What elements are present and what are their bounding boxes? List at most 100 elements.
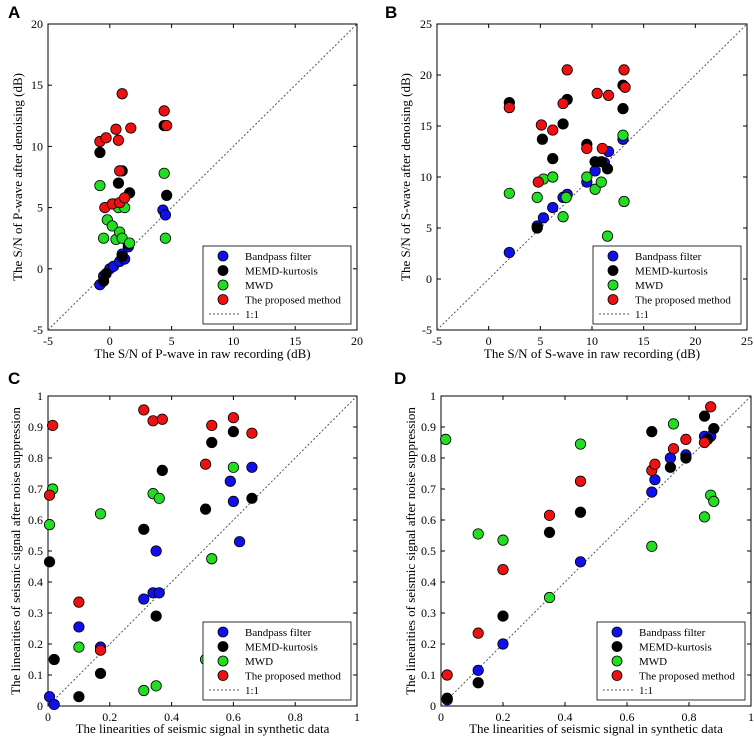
x-axis-label: The linearities of seismic signal in syn… — [469, 721, 723, 736]
legend-marker — [607, 294, 619, 305]
data-point — [589, 183, 601, 195]
data-point — [574, 506, 587, 518]
data-point — [246, 492, 258, 504]
data-point — [112, 177, 125, 189]
y-tick-label: 0.6 — [28, 513, 43, 527]
legend-marker — [217, 641, 229, 652]
data-point — [497, 638, 509, 650]
y-tick-label: 0 — [37, 699, 43, 713]
data-point — [497, 534, 509, 546]
data-point — [664, 452, 677, 464]
data-point — [227, 461, 239, 473]
panel-label-b: B — [385, 3, 397, 22]
y-tick-label: 0.1 — [421, 668, 436, 682]
data-point — [708, 495, 720, 507]
data-point — [708, 422, 720, 435]
x-tick-label: 1 — [354, 710, 360, 724]
data-point — [138, 404, 150, 416]
data-point — [48, 698, 60, 711]
y-tick-label: 10 — [31, 139, 43, 153]
data-point — [138, 593, 150, 605]
data-point — [503, 187, 515, 199]
data-point — [680, 452, 692, 464]
data-point — [595, 156, 607, 168]
x-tick-label: 15 — [638, 334, 650, 348]
data-point — [206, 553, 218, 565]
y-tick-label: 0.3 — [28, 606, 43, 620]
data-point — [110, 123, 122, 135]
data-point — [153, 492, 165, 504]
data-point — [531, 191, 543, 203]
data-point — [441, 669, 453, 681]
data-point — [156, 413, 168, 425]
data-point — [43, 489, 56, 501]
data-point — [100, 132, 112, 144]
legend: Bandpass filter MEMD-kurtosis MWD The propo… — [592, 245, 742, 325]
data-point — [667, 443, 680, 455]
legend-label: MWD — [639, 656, 667, 668]
y-tick-label: 0.9 — [28, 420, 43, 434]
legend-label: 1:1 — [635, 309, 649, 321]
y-tick-label: 0 — [37, 262, 43, 276]
x-tick-label: 0.6 — [620, 710, 635, 724]
data-point — [581, 142, 593, 155]
data-point — [441, 692, 453, 704]
data-point — [206, 436, 218, 449]
data-point — [73, 596, 85, 608]
y-tick-label: 15 — [31, 78, 43, 92]
data-point — [116, 250, 128, 263]
data-point — [224, 475, 236, 487]
data-point — [150, 680, 162, 692]
legend-marker — [217, 655, 229, 667]
data-point — [535, 119, 547, 131]
x-tick-label: 0.2 — [496, 710, 511, 724]
panel-label-c: C — [8, 369, 20, 388]
legend-label: MWD — [245, 280, 273, 292]
data-point — [47, 419, 59, 432]
legend-label: The proposed method — [639, 671, 735, 683]
y-tick-label: 1 — [37, 389, 43, 403]
data-point — [664, 461, 677, 473]
x-tick-label: 0.2 — [102, 710, 117, 724]
data-point — [150, 610, 162, 622]
data-point — [619, 81, 631, 93]
y-tick-label: 20 — [420, 68, 432, 82]
y-tick-label: 0.7 — [421, 482, 436, 496]
chart-panel-d: D 0 0.2 0.4 0.6 0.8 1 0 0.1 0.2 0.3 0.4 0.5 0.6 0.7 0.8… — [394, 369, 754, 736]
y-tick-label: 0.2 — [421, 637, 436, 651]
x-tick-label: 0 — [107, 334, 113, 348]
x-tick-label: 0 — [438, 710, 444, 724]
y-tick-label: 15 — [420, 119, 432, 133]
x-axis-label: The linearities of seismic signal in syn… — [76, 721, 330, 736]
data-point — [123, 237, 136, 249]
data-point — [698, 511, 711, 523]
data-point — [536, 133, 549, 145]
data-point — [199, 458, 212, 470]
data-point — [94, 644, 107, 656]
data-point — [617, 103, 629, 115]
y-tick-label: 0.5 — [421, 544, 436, 558]
series-the-proposed-method — [441, 401, 717, 681]
legend-marker — [217, 279, 229, 291]
legend: Bandpass filter MEMD-kurtosis MWD The propo… — [596, 621, 746, 701]
legend-label: 1:1 — [245, 685, 259, 697]
x-tick-label: 5 — [537, 334, 543, 348]
x-tick-label: 0.8 — [682, 710, 697, 724]
legend-marker — [611, 626, 623, 638]
y-tick-label: 0 — [430, 699, 436, 713]
data-point — [106, 220, 118, 232]
legend-label: Bandpass filter — [635, 251, 702, 263]
x-tick-label: 0 — [45, 710, 51, 724]
legend: Bandpass filter MEMD-kurtosis MWD The propo… — [202, 245, 352, 325]
data-point — [646, 426, 658, 438]
data-point — [532, 176, 544, 188]
data-point — [233, 536, 246, 548]
data-point — [547, 202, 559, 214]
data-point — [595, 176, 607, 188]
series-mwd — [503, 129, 630, 242]
y-tick-label: 0.1 — [28, 668, 43, 682]
data-point — [531, 222, 543, 234]
legend-label: MWD — [245, 656, 273, 668]
data-point — [574, 556, 587, 568]
